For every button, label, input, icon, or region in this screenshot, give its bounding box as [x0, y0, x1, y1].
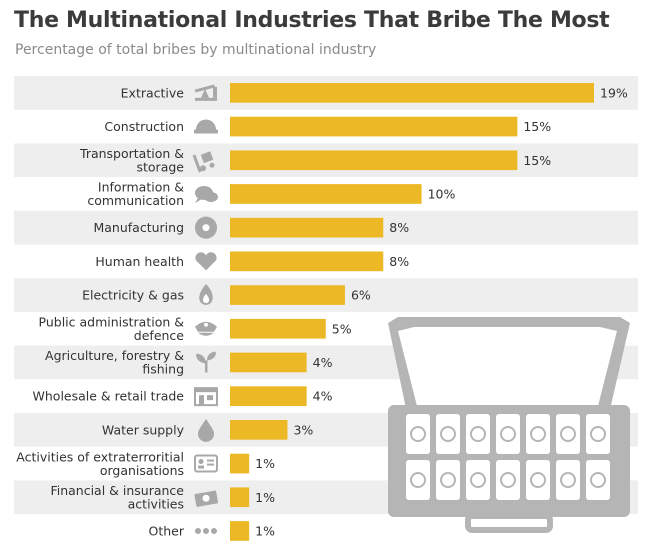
heart-icon [195, 252, 217, 271]
sprout-icon [196, 351, 216, 373]
banknote-stack [556, 460, 580, 500]
banknote-stack [436, 414, 460, 454]
value-label: 6% [351, 288, 371, 303]
value-label: 4% [313, 389, 333, 404]
bar [230, 420, 288, 440]
banknote-seal [500, 472, 516, 488]
category-label: Financial & insurance activities [50, 483, 184, 512]
banknote-stack [556, 414, 580, 454]
banknote-icon [194, 490, 219, 507]
briefcase-illustration [388, 317, 630, 533]
value-label: 8% [389, 220, 409, 235]
banknote-stack [586, 414, 610, 454]
banknote-stack [466, 460, 490, 500]
bar [230, 116, 518, 137]
hand-truck-icon [192, 151, 215, 173]
bar [230, 184, 422, 204]
bar [230, 150, 518, 171]
category-label: Extractive [121, 85, 185, 100]
banknote-seal [590, 426, 606, 442]
category-label: Construction [104, 119, 184, 134]
value-label: 15% [523, 119, 551, 134]
category-label: Information & communication [87, 180, 184, 209]
banknote-stack [496, 460, 520, 500]
bar [230, 83, 594, 103]
value-label: 10% [428, 186, 456, 201]
banknote-seal [560, 426, 576, 442]
banknote-seal [470, 472, 486, 488]
category-label: Other [149, 523, 185, 538]
category-label: Agriculture, forestry & fishing [45, 348, 184, 377]
value-label: 15% [523, 153, 551, 168]
chart-subtitle: Percentage of total bribes by multinatio… [15, 42, 377, 58]
banknote-seal [440, 426, 456, 442]
category-label: Manufacturing [93, 220, 184, 235]
ellipsis-icon [195, 527, 217, 534]
speech-bubbles-icon [195, 185, 218, 203]
banknote-seal [530, 472, 546, 488]
id-card-icon [194, 454, 218, 473]
water-drop-icon [198, 418, 214, 442]
shop-icon [194, 387, 218, 407]
banknote-seal [410, 426, 426, 442]
oil-pump-icon [194, 84, 217, 101]
chart-title: The Multinational Industries That Bribe … [14, 8, 610, 33]
category-label: Transportation & storage [79, 146, 184, 175]
bar [230, 217, 384, 238]
banknote-seal [500, 426, 516, 442]
bar [230, 285, 345, 305]
banknote-stack [526, 414, 550, 454]
category-label: Water supply [102, 422, 185, 437]
banknote-seal [590, 472, 606, 488]
banknote-seal [530, 426, 546, 442]
value-label: 3% [293, 422, 313, 437]
value-label: 5% [332, 321, 352, 336]
value-label: 4% [313, 355, 333, 370]
category-label: Public administration & defence [39, 315, 185, 344]
bar [230, 453, 250, 474]
value-label: 19% [600, 85, 628, 100]
bar [230, 487, 250, 508]
category-label: Activities of extraterroritial organisati… [16, 449, 184, 478]
hard-hat-icon [194, 119, 218, 134]
value-label: 1% [255, 523, 275, 538]
bar [230, 251, 384, 272]
banknote-seal [470, 426, 486, 442]
gear-icon [195, 216, 217, 239]
banknote-stack [466, 414, 490, 454]
banknote-stack [496, 414, 520, 454]
category-label: Human health [95, 254, 184, 269]
value-label: 1% [255, 456, 275, 471]
police-cap-icon [195, 321, 217, 336]
banknote-stack [406, 414, 430, 454]
bar [230, 318, 326, 339]
banknote-seal [440, 472, 456, 488]
bar [230, 521, 250, 541]
bar [230, 352, 307, 373]
banknote-seal [560, 472, 576, 488]
category-label: Wholesale & retail trade [33, 389, 185, 404]
banknote-stack [436, 460, 460, 500]
value-label: 8% [389, 254, 409, 269]
banknote-stack [586, 460, 610, 500]
value-label: 1% [255, 490, 275, 505]
bar [230, 386, 307, 406]
banknote-stack [526, 460, 550, 500]
banknote-seal [410, 472, 426, 488]
flame-icon [199, 284, 213, 306]
banknote-stack [406, 460, 430, 500]
category-label: Electricity & gas [82, 288, 184, 303]
